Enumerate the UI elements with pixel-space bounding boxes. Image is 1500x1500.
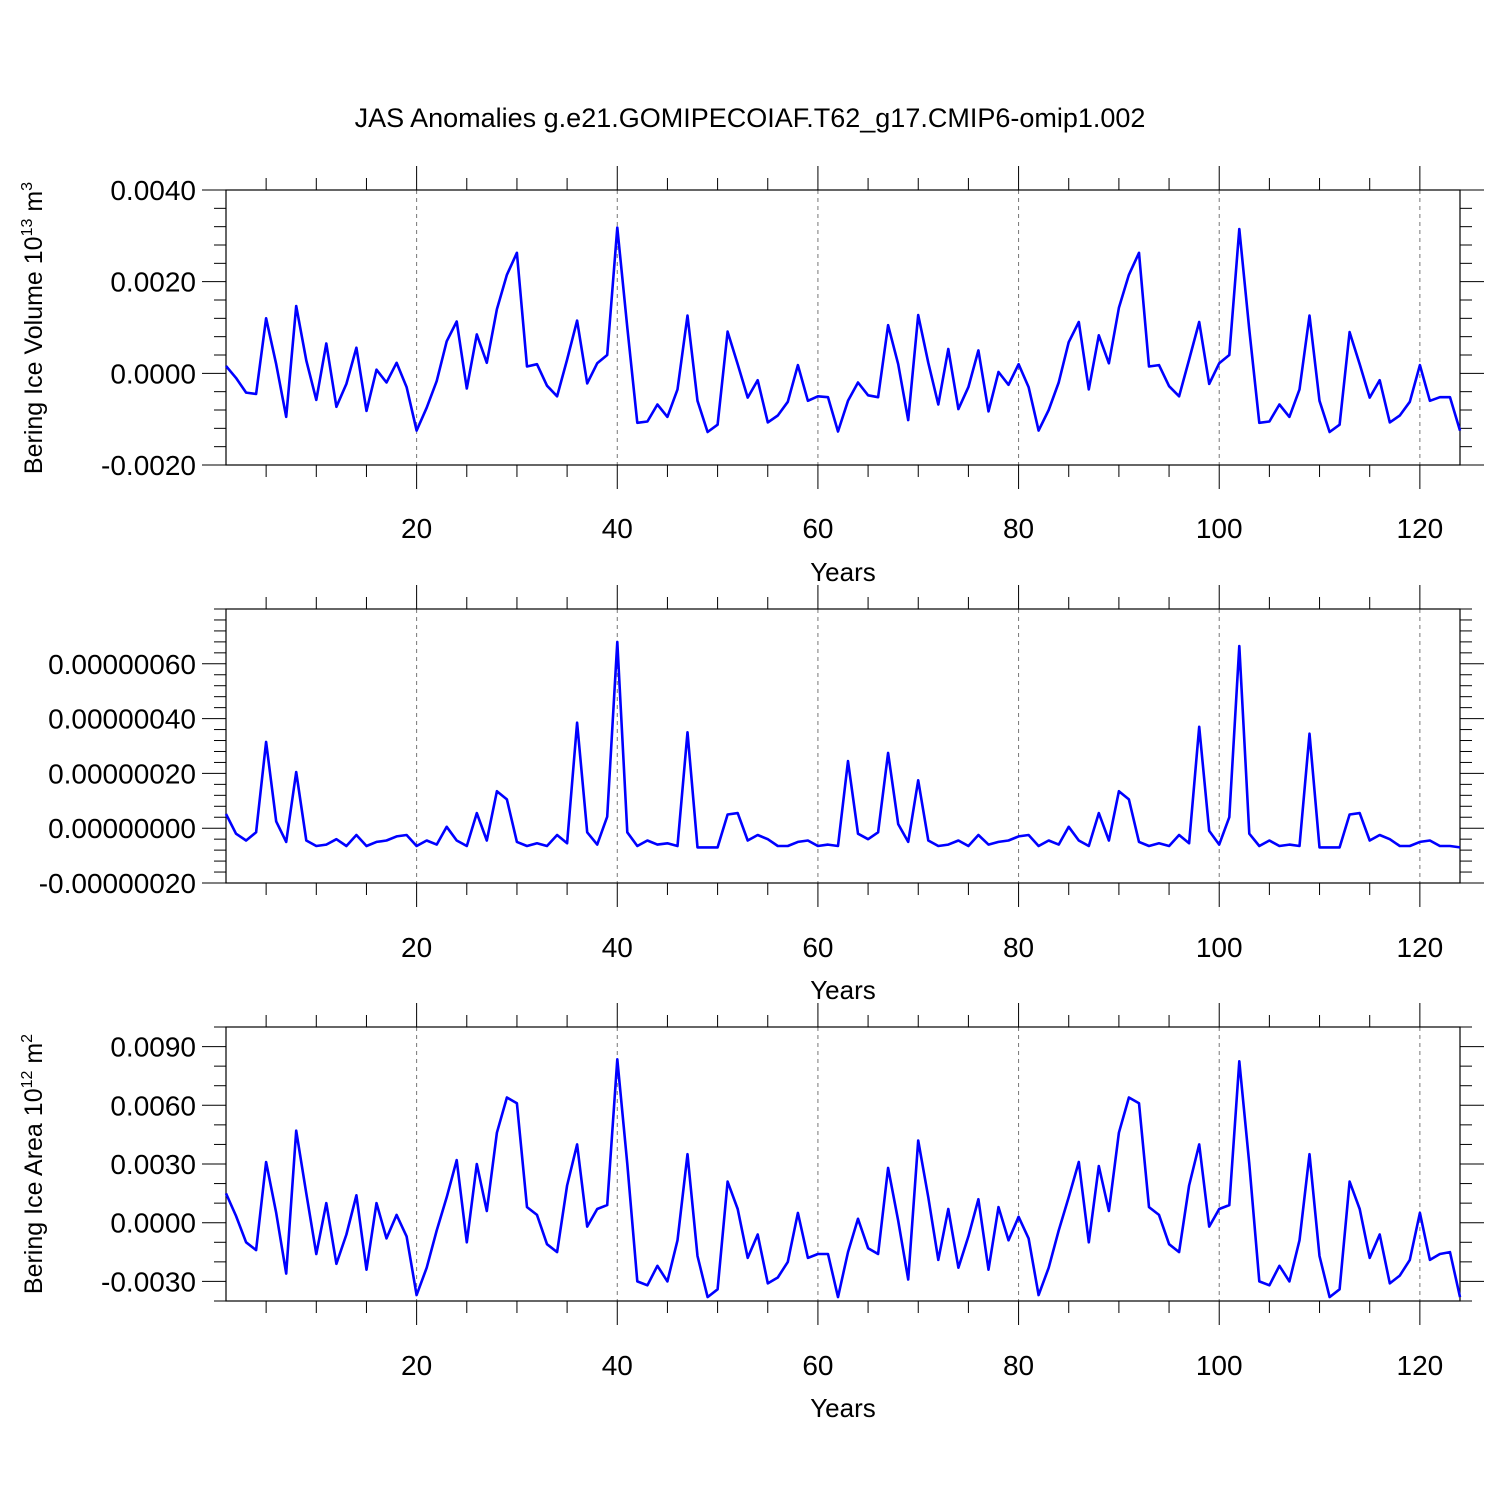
panel-1-frame [225, 189, 1461, 466]
x-tick-label: 120 [1397, 513, 1444, 544]
x-tick-label: 80 [1003, 932, 1034, 963]
y-tick-label: 0.0020 [110, 267, 196, 298]
panel-1-grid [416, 190, 1421, 465]
x-tick-label: 120 [1397, 1350, 1444, 1381]
panel-3-frame [225, 1026, 1461, 1302]
panel-ice-volume: -0.0020 0.0000 0.0020 0.0040 20 40 60 80 100 120… [19, 166, 1484, 587]
panel-3-y-tick-labels: -0.0030 0.0000 0.0030 0.0060 0.0090 [101, 1032, 196, 1298]
panel-3-y-axis-label-unit-exp: 2 [19, 1034, 36, 1043]
y-tick-label: 0.0060 [110, 1090, 196, 1121]
x-tick-label: 20 [401, 1350, 432, 1381]
x-tick-label: 120 [1397, 932, 1444, 963]
panel-1-y-axis-label: Bering Ice Volume 1013 m3 [19, 182, 48, 474]
panel-3-y-axis-label-unit: m [20, 1043, 48, 1071]
panel-1-y-tick-labels: -0.0020 0.0000 0.0020 0.0040 [101, 175, 196, 481]
panel-3-x-axis-label: Years [810, 1393, 876, 1423]
panel-3-grid [416, 1027, 1421, 1301]
x-tick-label: 60 [802, 1350, 833, 1381]
panel-2-y-tick-labels: -0.00000020 0.00000000 0.00000020 0.0000004… [39, 649, 196, 899]
y-tick-label: 0.00000040 [48, 704, 196, 735]
panel-2-grid [416, 609, 1421, 883]
panel-3-y-axis-label: Bering Ice Area 1012 m2 [19, 1034, 48, 1294]
x-tick-label: 40 [602, 1350, 633, 1381]
y-tick-label: -0.00000020 [39, 868, 196, 899]
ice-area-series-line [224, 1058, 1462, 1299]
panel-2-x-tick-labels: 20 40 60 80 100 120 [401, 932, 1443, 963]
x-tick-label: 80 [1003, 1350, 1034, 1381]
y-tick-label: 0.0090 [110, 1032, 196, 1063]
x-tick-label: 100 [1196, 1350, 1243, 1381]
panel-ice-area: -0.0030 0.0000 0.0030 0.0060 0.0090 20 40 60 80… [19, 1003, 1484, 1423]
panel-2-x-axis-label: Years [810, 975, 876, 1005]
y-tick-label: 0.00000020 [48, 758, 196, 789]
panel-3-y-axis-label-exp: 12 [19, 1070, 36, 1088]
panel-3-x-tick-labels: 20 40 60 80 100 120 [401, 1350, 1443, 1381]
panel-1-x-axis-label: Years [810, 557, 876, 587]
y-tick-label: -0.0020 [101, 450, 196, 481]
y-tick-label: 0.00000060 [48, 649, 196, 680]
x-tick-label: 20 [401, 513, 432, 544]
y-tick-label: -0.0030 [101, 1266, 196, 1297]
panel-1-y-axis-label-exp: 13 [19, 219, 36, 237]
x-tick-label: 100 [1196, 513, 1243, 544]
x-tick-label: 60 [802, 932, 833, 963]
panel-1-ticks [202, 166, 1484, 489]
x-tick-label: 80 [1003, 513, 1034, 544]
ice-volume-series-line [225, 226, 1462, 434]
panel-1-y-axis-label-unit-exp: 3 [19, 182, 36, 191]
figure-title: JAS Anomalies g.e21.GOMIPECOIAF.T62_g17.… [355, 103, 1146, 133]
y-tick-label: 0.0040 [110, 175, 196, 206]
panel-3-y-axis-label-text: Bering Ice Area 10 [20, 1088, 48, 1294]
panel-middle: -0.00000020 0.00000000 0.00000020 0.0000004… [39, 585, 1484, 1005]
panel-1-y-axis-label-text: Bering Ice Volume 10 [20, 236, 48, 474]
panel-2-ticks [202, 585, 1484, 907]
panel-1-x-tick-labels: 20 40 60 80 100 120 [401, 513, 1443, 544]
x-tick-label: 20 [401, 932, 432, 963]
y-tick-label: 0.00000000 [48, 813, 196, 844]
x-tick-label: 40 [602, 932, 633, 963]
x-tick-label: 60 [802, 513, 833, 544]
panel-2-frame [225, 608, 1461, 884]
x-tick-label: 100 [1196, 932, 1243, 963]
middle-series-line [224, 640, 1461, 849]
x-tick-label: 40 [602, 513, 633, 544]
y-tick-label: 0.0000 [110, 358, 196, 389]
y-tick-label: 0.0000 [110, 1208, 196, 1239]
panel-3-ticks [202, 1003, 1484, 1325]
panel-1-y-axis-label-unit: m [20, 191, 48, 219]
y-tick-label: 0.0030 [110, 1149, 196, 1180]
